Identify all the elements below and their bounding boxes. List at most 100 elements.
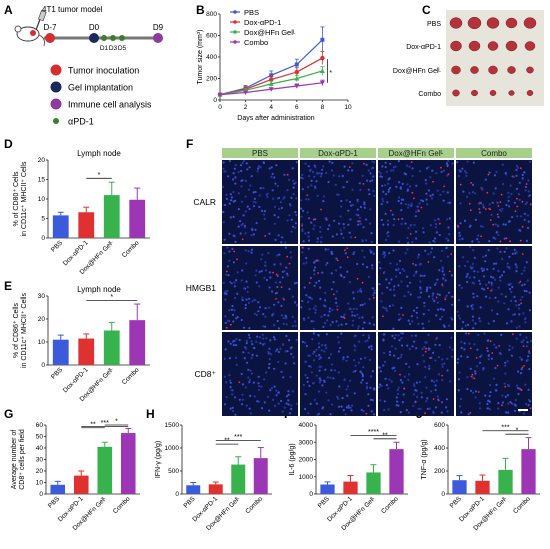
chartI-sig-label-0: ** (382, 432, 388, 439)
f-col-label-3: Combo (481, 149, 507, 158)
b-ytick-label: 600 (206, 33, 217, 40)
chartE-bar-0 (52, 339, 69, 365)
f-micrograph-cells (378, 159, 454, 244)
chartE-bar-1 (78, 338, 95, 365)
f-col-header-2 (378, 148, 454, 158)
chartE-ylabel-0: % of CD86⁺ Cells (13, 302, 20, 358)
chartI-ytick-label: 3000 (299, 439, 314, 446)
chartG-sig-label-0: * (115, 419, 118, 426)
b-xtick-label: 2 (244, 104, 248, 111)
chartI-ytick-label: 0 (309, 491, 313, 498)
f-col-label-0: PBS (252, 149, 268, 158)
chartG-bar-3 (120, 433, 136, 494)
tumor-growth-chart: 0 200 400 600 800 0 2 4 6 8 10 Days after administr… (197, 8, 352, 122)
b-point (217, 92, 223, 98)
chartE-ytick-label: 30 (38, 293, 46, 300)
chartG-ytick-label: 10 (36, 480, 44, 487)
b-sig-label: * (329, 70, 332, 77)
b-point (268, 81, 274, 86)
chartJ-bar-0 (452, 480, 467, 494)
legend-label-2: Immune cell analysis (68, 100, 152, 110)
timeline-label-d5: D5 (118, 45, 127, 52)
f-col-header-1 (300, 148, 376, 158)
chartE-ytick-label: 10 (38, 339, 46, 346)
chartH-category-label-3: Combo (244, 495, 264, 515)
f-micrograph-tile (378, 332, 454, 416)
legend-dot-2 (50, 98, 62, 110)
chartG-sig-label-2: *** (101, 420, 109, 427)
chartD-ytick-label: 15 (38, 177, 46, 184)
tumor-specimen (452, 89, 460, 97)
f-row-label-2: CD8⁺ (195, 369, 217, 379)
chartJ-bar-2 (498, 469, 513, 494)
chartD-ylabel-0: % of CD80⁺ Cells (13, 171, 20, 227)
chartE-ylabel-1: in CD11c⁺ MHCII⁺ Cells (21, 293, 28, 368)
chartH-ytick-label: 500 (168, 468, 179, 475)
chartE-bar-2 (103, 330, 120, 365)
chartI-ytick-label: 1000 (299, 474, 314, 481)
chartD-category-label-0: PBS (50, 239, 65, 254)
b-xtick-label: 0 (218, 104, 222, 111)
b-xtick-label: 4 (269, 104, 273, 111)
panel-letter-b: B (196, 3, 205, 17)
chartE-subtitle: Lymph node (77, 285, 121, 294)
tumor-specimen (524, 41, 536, 51)
timeline-dot-d5 (119, 35, 125, 41)
chartJ-bar-1 (475, 480, 490, 494)
b-ytick-label: 800 (206, 11, 217, 18)
chartH-bar-2 (231, 464, 246, 494)
b-point (319, 68, 325, 73)
panel-letter-c: C (422, 3, 431, 17)
chartI-sig-label-1: **** (368, 429, 379, 436)
chartI-category-label-0: PBS (317, 495, 332, 510)
chartG-ytick-label: 0 (39, 491, 43, 498)
b-ylabel: Tumor size (mm³) (197, 30, 204, 85)
chartG-ytick-label: 30 (36, 457, 44, 464)
chartH-category-label-0: PBS (183, 495, 198, 510)
f-micrograph-cells (378, 332, 454, 415)
b-ytick-label: 400 (206, 54, 217, 61)
f-col-header-0 (222, 148, 298, 158)
f-micrograph-tile (300, 246, 376, 330)
chartG-ytick-label: 20 (36, 468, 44, 475)
f-micrograph-cells (300, 246, 376, 330)
chartI-ylabel-0: IL-6 (pg/g) (289, 443, 296, 475)
b-point (320, 55, 325, 61)
timeline-dot-d9 (153, 33, 163, 43)
f-micrograph-cells (378, 246, 454, 330)
panel-letter-a: A (4, 3, 13, 17)
chartD-ytick-label: 5 (41, 216, 45, 223)
f-row-label-1: HMGB1 (186, 283, 217, 293)
chartD-ylabel-1: in CD11c⁺ MHCII⁺ Cells (21, 161, 28, 236)
tumor-specimen (489, 90, 497, 96)
chartH-sig-label-1: *** (234, 434, 242, 441)
chartH-sig-label-0: ** (224, 438, 230, 445)
b-point (243, 90, 249, 95)
chartD-ytick-label: 0 (41, 235, 45, 242)
chartD-sig-label-0: * (98, 172, 101, 179)
chartJ-sig-label-1: *** (501, 424, 509, 431)
b-point (269, 77, 274, 82)
f-micrograph-cells (223, 333, 298, 416)
chartG-bar-2 (97, 446, 113, 494)
chartG-ylabel-0: Average number of (11, 430, 18, 489)
chartG-category-label-3: Combo (112, 495, 132, 515)
b-legend-label-1: Dox-αPD-1 (244, 18, 281, 27)
chartH-bar-3 (253, 458, 268, 494)
mouse-icon (14, 25, 45, 47)
chartI-ytick-label: 2000 (299, 457, 314, 464)
f-micrograph-cells (456, 160, 532, 244)
b-point (294, 84, 300, 89)
timeline-dot-d0 (89, 33, 99, 43)
tumor-specimen (526, 66, 534, 74)
legend-dot-1 (50, 81, 62, 93)
tumor-specimen (471, 89, 478, 97)
f-col-label-2: Dox@HFn Gelᴸ (389, 149, 444, 158)
b-legend-marker-1 (233, 20, 237, 24)
c-row-label-0: PBS (427, 21, 441, 28)
f-row-label-0: CALR (193, 197, 216, 207)
legend-label-0: Tumor inoculation (68, 66, 139, 76)
c-row-label-2: Dox@HFn Gelᴸ (393, 68, 442, 75)
chartD-bar-2 (103, 195, 120, 238)
